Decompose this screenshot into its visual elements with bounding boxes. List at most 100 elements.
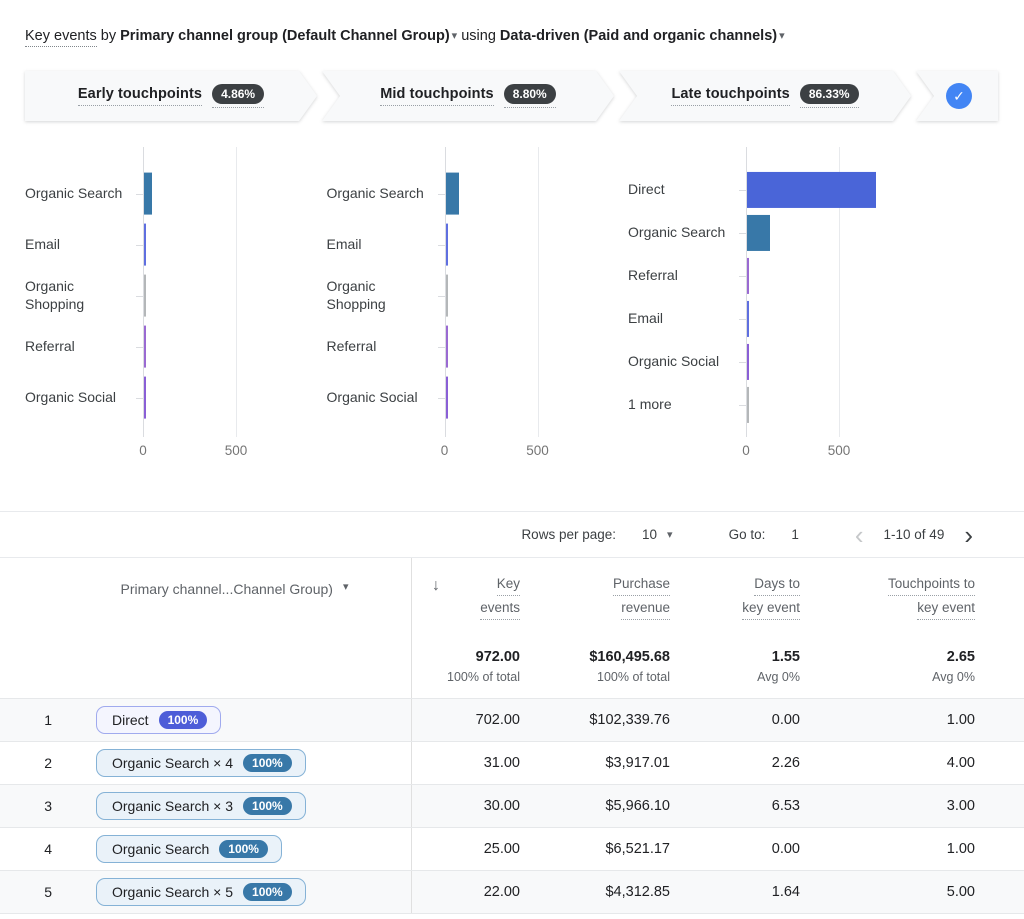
- bar-organic-social[interactable]: [445, 376, 448, 419]
- bar-organic-search[interactable]: [144, 172, 152, 215]
- channel-chip: Organic Search × 4 100%: [96, 749, 306, 777]
- bar-organic-social[interactable]: [747, 343, 750, 380]
- x-axis-tick-label: 0: [440, 443, 449, 458]
- metric-selector[interactable]: Key events: [25, 28, 97, 47]
- bar-organic-social[interactable]: [144, 376, 146, 419]
- x-axis-tick-label: 0: [742, 443, 750, 458]
- metric-value: 2.26: [771, 755, 800, 771]
- chip-label: Organic Search × 5: [112, 884, 234, 900]
- column-header-days-to-key-event[interactable]: Days to key event: [670, 558, 800, 640]
- funnel-stage-late[interactable]: Late touchpoints 86.33%: [619, 71, 911, 121]
- table-row[interactable]: 4 Organic Search 100% 25.00 $6,521.17 0.00 1.0…: [0, 827, 1024, 870]
- chart-plot-cell: [136, 168, 297, 219]
- gridline-500: [537, 147, 539, 437]
- channel-chip: Organic Search × 3 100%: [96, 792, 306, 820]
- goto-page-input[interactable]: 1: [791, 527, 799, 542]
- chart-plot-cell: [136, 270, 297, 321]
- previous-page-button[interactable]: ‹: [854, 519, 864, 550]
- bar-referral[interactable]: [747, 257, 750, 294]
- channel-chip: Organic Search × 5 100%: [96, 878, 306, 906]
- funnel-stage-mid[interactable]: Mid touchpoints 8.80%: [322, 71, 614, 121]
- x-axis: 0 500: [628, 443, 999, 463]
- chart-category-label: Organic Social: [326, 388, 418, 405]
- chart-row: Organic Search: [327, 168, 599, 219]
- attribution-model-selector[interactable]: Data-driven (Paid and organic channels) ▾: [499, 28, 785, 44]
- bar-direct[interactable]: [747, 171, 877, 208]
- chart-row: Organic Search: [628, 211, 999, 254]
- goto-page-control: Go to: 1: [729, 527, 799, 542]
- metric-value: $3,917.01: [605, 755, 670, 771]
- chart-row: Referral: [628, 254, 999, 297]
- title-connector-by: by: [100, 28, 117, 44]
- bar-referral[interactable]: [445, 325, 448, 368]
- axis-tick: [136, 397, 143, 399]
- column-header-line: Key: [496, 576, 520, 596]
- dimension-cell: Organic Search 100%: [58, 828, 412, 870]
- chart-plot-cell: [739, 211, 999, 254]
- rows-per-page-control[interactable]: Rows per page: 10 ▾: [521, 527, 672, 542]
- funnel-stage-percentage: 8.80%: [504, 84, 556, 104]
- bar-referral[interactable]: [144, 325, 146, 368]
- table-row[interactable]: 1 Direct 100% 702.00 $102,339.76 0.00 1.00: [0, 698, 1024, 741]
- chart-plot-cell: [739, 254, 999, 297]
- bar-organic-shopping[interactable]: [144, 274, 146, 317]
- totals-index-spacer: [0, 640, 58, 698]
- bar-1-more[interactable]: [747, 386, 750, 423]
- chart-plot-cell: [437, 270, 599, 321]
- bar-email[interactable]: [747, 300, 750, 337]
- table-totals-row: 972.00 100% of total $160,495.68 100% of…: [0, 640, 1024, 698]
- chart-row: Referral: [25, 321, 297, 372]
- chart-mid-touchpoints: Organic Search Email Organic Shopping Refer…: [327, 147, 599, 467]
- axis-tick: [739, 404, 747, 406]
- bar-organic-shopping[interactable]: [445, 274, 448, 317]
- totals-purchase-revenue: $160,495.68 100% of total: [520, 640, 670, 698]
- chart-row: Email: [628, 297, 999, 340]
- bar-organic-search[interactable]: [747, 214, 770, 251]
- row-index: 1: [44, 712, 52, 728]
- chart-row: Direct: [628, 168, 999, 211]
- column-header-line: revenue: [621, 600, 670, 620]
- x-axis-tick-label: 0: [139, 443, 147, 458]
- metric-value: $102,339.76: [589, 712, 670, 728]
- chart-category-label: Referral: [628, 266, 678, 283]
- funnel-stage-early[interactable]: Early touchpoints 4.86%: [25, 71, 317, 121]
- rows-per-page-value[interactable]: 10: [642, 527, 658, 542]
- chart-row: Organic Social: [327, 372, 599, 423]
- chart-category-label: Email: [25, 235, 61, 252]
- row-index: 3: [44, 798, 52, 814]
- column-header-touchpoints-to-key-event[interactable]: Touchpoints to key event: [800, 558, 975, 640]
- next-page-button[interactable]: ›: [964, 519, 973, 550]
- metric-value: 30.00: [483, 798, 520, 814]
- table-row[interactable]: 5 Organic Search × 5 100% 22.00 $4,312.85 1.6…: [0, 870, 1024, 913]
- table-pagination: Rows per page: 10 ▾ Go to: 1 ‹ 1-10 of 4…: [0, 512, 1024, 558]
- dimension-column-header[interactable]: Primary channel...Channel Group) ▾: [58, 558, 412, 640]
- sort-descending-icon[interactable]: ↓: [432, 577, 440, 594]
- bar-organic-search[interactable]: [445, 172, 460, 215]
- column-header-line: key event: [917, 600, 975, 620]
- report-title: Key events by Primary channel group (Def…: [0, 0, 1024, 47]
- x-axis-tick-label: 500: [526, 443, 549, 458]
- dimension-cell: Organic Search × 4 100%: [58, 742, 412, 784]
- table-row[interactable]: 3 Organic Search × 3 100% 30.00 $5,966.10 6.5…: [0, 784, 1024, 827]
- column-header-purchase-revenue[interactable]: Purchase revenue: [520, 558, 670, 640]
- chart-row: Organic Shopping: [25, 270, 297, 321]
- metric-value: 31.00: [483, 755, 520, 771]
- chevron-down-icon: ▾: [779, 30, 785, 42]
- bar-email[interactable]: [445, 223, 448, 266]
- chart-plot-cell: [739, 297, 999, 340]
- metric-value: 3.00: [946, 798, 975, 814]
- gridline-500: [236, 147, 237, 437]
- goto-label: Go to:: [728, 527, 766, 542]
- axis-tick: [437, 346, 445, 348]
- column-header-key-events[interactable]: ↓ Key events: [412, 558, 520, 640]
- pagination-range: 1-10 of 49: [883, 527, 945, 542]
- chart-row: Organic Search: [25, 168, 297, 219]
- metric-value: 1.00: [946, 712, 975, 728]
- funnel-stage-conversion[interactable]: ✓: [916, 71, 998, 121]
- chevron-down-icon[interactable]: ▾: [667, 529, 673, 541]
- channel-chip: Direct 100%: [96, 706, 222, 734]
- bar-email[interactable]: [144, 223, 146, 266]
- dimension-selector[interactable]: Primary channel group (Default Channel G…: [120, 28, 458, 44]
- table-row[interactable]: 2 Organic Search × 4 100% 31.00 $3,917.01 2.2…: [0, 741, 1024, 784]
- chip-label: Organic Search × 3: [112, 798, 234, 814]
